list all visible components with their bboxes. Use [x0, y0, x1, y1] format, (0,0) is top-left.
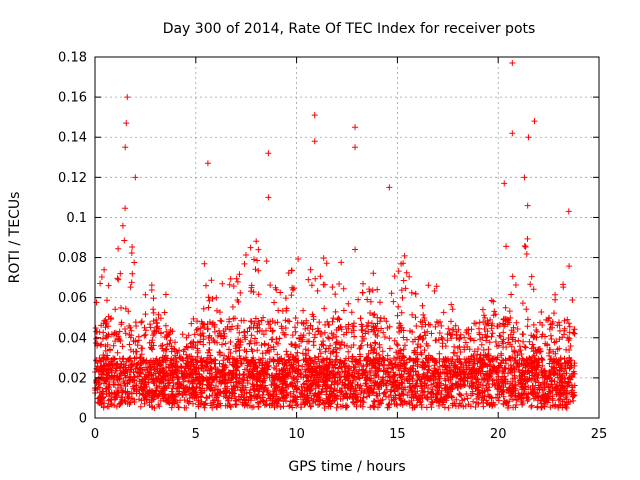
roti-peak-point [501, 180, 508, 187]
roti-peak-point [132, 174, 139, 181]
y-tick-label: 0.18 [58, 51, 87, 66]
roti-peak-point [352, 144, 359, 151]
roti-peak-point [565, 208, 572, 215]
y-tick-label: 0.16 [58, 91, 87, 106]
roti-peak-point [124, 94, 131, 101]
y-tick-label: 0.1 [66, 211, 87, 226]
y-tick-label: 0.06 [58, 291, 87, 306]
roti-peak-point [123, 120, 130, 127]
roti-peak-point [509, 130, 516, 137]
chart-title: Day 300 of 2014, Rate Of TEC Index for r… [163, 21, 536, 37]
y-tick-label: 0.04 [58, 331, 87, 346]
roti-point-cloud [92, 202, 578, 411]
roti-peak-point [265, 194, 272, 201]
y-tick-label: 0 [79, 412, 87, 427]
roti-peak-point [386, 184, 393, 191]
y-tick-label: 0.08 [58, 251, 87, 266]
x-tick-label: 0 [91, 427, 99, 442]
plot-frame [94, 56, 600, 419]
roti-peak-point [311, 112, 318, 119]
x-tick-label: 20 [490, 427, 507, 442]
scatter-points [92, 60, 578, 411]
x-tick-label: 5 [192, 427, 200, 442]
y-tick-label: 0.02 [58, 371, 87, 386]
roti-peak-point [204, 160, 211, 167]
roti-peak-point [509, 60, 516, 67]
roti-peak-point [122, 144, 129, 151]
roti-peak-point [521, 174, 528, 181]
axis-ticks: 0 0.02 0.04 0.06 0.08 0.1 0.12 0.14 0.16 0.18 0 5 10… [58, 51, 607, 443]
x-tick-label: 25 [591, 427, 608, 442]
roti-peak-point [311, 138, 318, 145]
roti-peak-point [265, 150, 272, 157]
roti-peak-point [525, 134, 532, 141]
y-tick-label: 0.14 [58, 131, 87, 146]
y-tick-label: 0.12 [58, 171, 87, 186]
roti-peak-point [531, 118, 538, 125]
x-axis-title: GPS time / hours [288, 459, 405, 475]
y-axis-title: ROTI / TECUs [7, 192, 23, 284]
x-tick-label: 15 [389, 427, 406, 442]
roti-peak-point [352, 124, 359, 131]
x-tick-label: 10 [288, 427, 305, 442]
